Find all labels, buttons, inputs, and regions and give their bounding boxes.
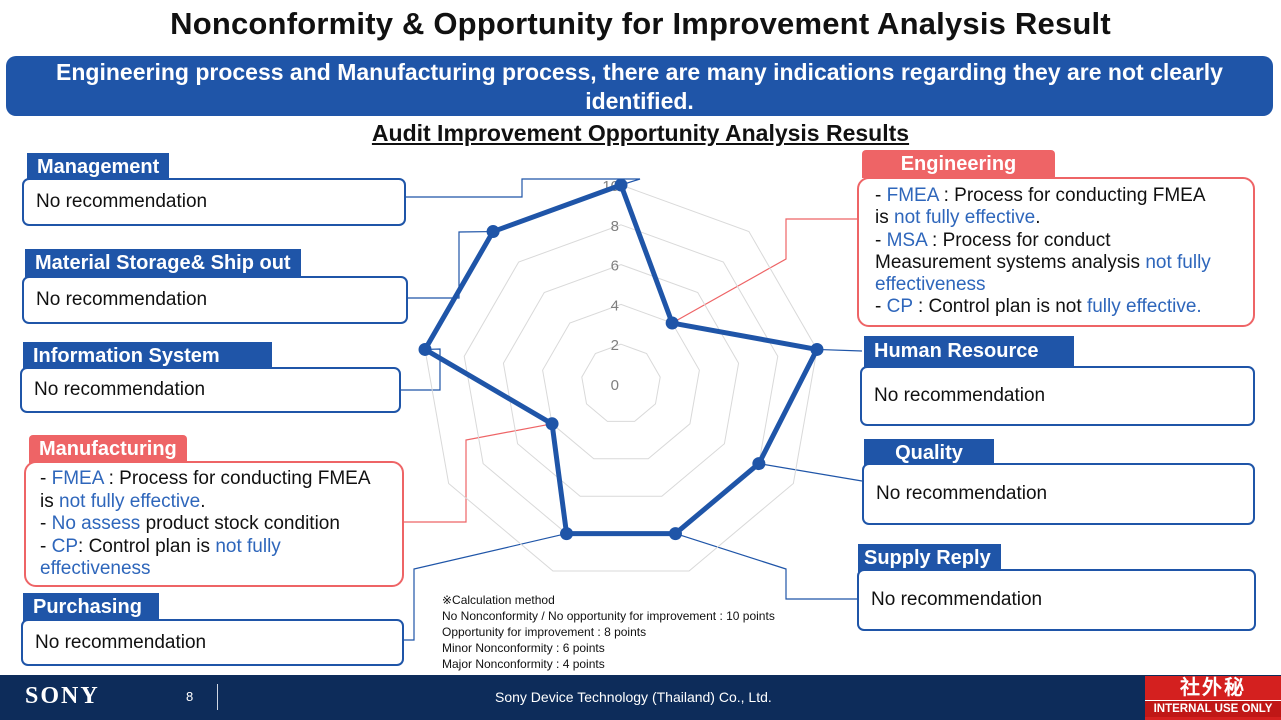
purchasing-box: No recommendation (21, 619, 404, 666)
data-point (665, 316, 679, 330)
connector-line (406, 178, 641, 198)
tick-label: 2 (611, 337, 619, 354)
footer-bar (0, 675, 1281, 720)
series-line (422, 182, 820, 537)
connector-line (404, 533, 567, 641)
information-label: Information System (23, 342, 272, 370)
connector-line (404, 423, 553, 523)
connector-line (675, 533, 857, 600)
management-text: No recommendation (36, 191, 208, 212)
summary-banner: Engineering process and Manufacturing pr… (6, 56, 1273, 116)
connector-lines (401, 178, 863, 641)
engineering-label: Engineering (862, 150, 1055, 178)
purchasing-text: No recommendation (35, 631, 207, 653)
chart-title: Audit Improvement Opportunity Analysis R… (371, 120, 910, 146)
material-box: No recommendation (22, 276, 408, 324)
tick-label: 6 (611, 258, 619, 275)
quality-box: No recommendation (862, 463, 1255, 525)
quality-text: No recommendation (876, 483, 1048, 504)
connector-line (816, 348, 863, 352)
confidential-badge: 社外秘 INTERNAL USE ONLY (1145, 676, 1281, 720)
data-point (614, 178, 628, 192)
grid-ring (502, 264, 740, 497)
connector-line (671, 218, 857, 324)
information-box: No recommendation (20, 367, 401, 413)
information-text: No recommendation (34, 379, 206, 400)
data-point (810, 342, 824, 356)
engineering-box: - FMEA : Process for conducting FMEA is … (857, 177, 1255, 327)
grid-ring (581, 343, 661, 422)
fmea-term: FMEA (886, 185, 939, 206)
data-point (486, 225, 500, 239)
page-title: Nonconformity & Opportunity for Improvem… (170, 6, 1111, 41)
manufacturing-box: - FMEA : Process for conducting FMEA is … (24, 461, 404, 587)
calculation-note: ※Calculation method No Nonconformity / N… (442, 593, 775, 671)
data-point (560, 527, 574, 541)
tick-label: 4 (611, 297, 619, 314)
connector-line (408, 230, 494, 299)
tick-label: 0 (611, 377, 619, 394)
footer-divider (217, 684, 218, 710)
management-box: No recommendation (22, 178, 406, 226)
supply-reply-box: No recommendation (857, 569, 1256, 631)
cp-term: CP (51, 535, 79, 557)
radar-series (418, 178, 824, 541)
data-point (418, 342, 432, 356)
management-label: Management (27, 153, 170, 181)
data-point (545, 417, 559, 431)
fmea-term: FMEA (51, 468, 104, 489)
supply-reply-label: Supply Reply (858, 544, 1001, 572)
connector-line (758, 463, 863, 482)
sony-logo: SONY (25, 683, 100, 709)
quality-label: Quality (864, 439, 994, 467)
msa-term: MSA (886, 229, 927, 251)
material-label: Material Storage& Ship out (25, 249, 301, 277)
purchasing-label: Purchasing (23, 593, 159, 621)
supply-reply-text: No recommendation (871, 589, 1043, 610)
data-point (752, 457, 766, 471)
human-resource-box: No recommendation (860, 366, 1255, 426)
page-number: 8 (186, 689, 194, 704)
connector-line (401, 348, 441, 391)
human-resource-label: Human Resource (864, 336, 1074, 367)
company-name: Sony Device Technology (Thailand) Co., L… (495, 689, 772, 705)
data-point (668, 527, 682, 541)
grid-ring (542, 303, 700, 460)
tick-label: 8 (611, 218, 619, 235)
manufacturing-label: Manufacturing (29, 435, 187, 463)
material-text: No recommendation (36, 289, 208, 310)
human-resource-text: No recommendation (874, 385, 1046, 406)
cp-term: CP (886, 296, 913, 318)
